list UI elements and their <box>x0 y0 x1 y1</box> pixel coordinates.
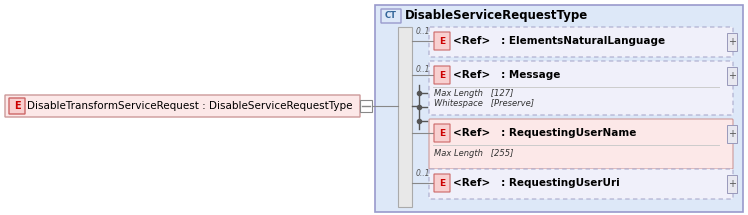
FancyBboxPatch shape <box>375 5 743 212</box>
FancyBboxPatch shape <box>9 98 25 114</box>
Text: 0..1: 0..1 <box>416 28 431 37</box>
FancyBboxPatch shape <box>429 61 733 115</box>
Text: E: E <box>439 37 445 46</box>
Bar <box>727 67 737 85</box>
Text: Whitespace   [Preserve]: Whitespace [Preserve] <box>434 98 534 108</box>
FancyBboxPatch shape <box>434 124 450 142</box>
Bar <box>360 100 372 112</box>
Bar <box>398 27 412 207</box>
Text: <Ref>   : Message: <Ref> : Message <box>453 70 560 80</box>
Text: DisableServiceRequestType: DisableServiceRequestType <box>405 9 588 23</box>
Text: E: E <box>439 178 445 187</box>
Text: <Ref>   : ElementsNaturalLanguage: <Ref> : ElementsNaturalLanguage <box>453 36 665 46</box>
Bar <box>727 125 737 143</box>
Text: Max Length   [255]: Max Length [255] <box>434 149 513 158</box>
Text: +: + <box>728 37 736 47</box>
Text: CT: CT <box>385 11 397 20</box>
Text: E: E <box>13 101 20 111</box>
FancyBboxPatch shape <box>381 9 401 23</box>
FancyBboxPatch shape <box>429 169 733 199</box>
FancyBboxPatch shape <box>434 32 450 50</box>
Text: Max Length   [127]: Max Length [127] <box>434 89 513 97</box>
FancyBboxPatch shape <box>5 95 360 117</box>
Text: +: + <box>728 129 736 139</box>
Bar <box>727 33 737 51</box>
Bar <box>727 175 737 193</box>
Text: E: E <box>439 71 445 80</box>
Text: <Ref>   : RequestingUserName: <Ref> : RequestingUserName <box>453 128 637 138</box>
FancyBboxPatch shape <box>429 27 733 57</box>
Text: +: + <box>728 179 736 189</box>
Text: E: E <box>439 129 445 138</box>
Text: 0..1: 0..1 <box>416 66 431 75</box>
FancyBboxPatch shape <box>434 174 450 192</box>
Text: +: + <box>728 71 736 81</box>
FancyBboxPatch shape <box>429 119 733 169</box>
Text: DisableTransformServiceRequest : DisableServiceRequestType: DisableTransformServiceRequest : Disable… <box>27 101 352 111</box>
Text: <Ref>   : RequestingUserUri: <Ref> : RequestingUserUri <box>453 178 620 188</box>
Text: 0..1: 0..1 <box>416 169 431 178</box>
FancyBboxPatch shape <box>434 66 450 84</box>
